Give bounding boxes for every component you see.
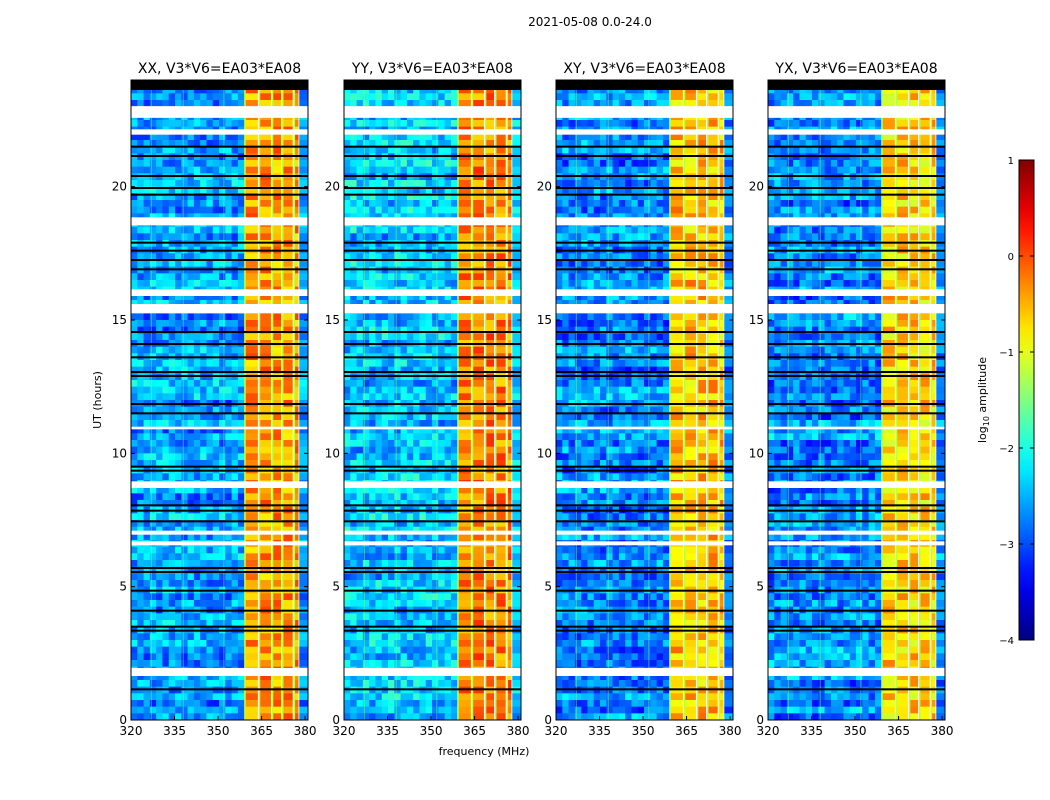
y-tick-label: 15 <box>537 313 552 327</box>
panel-frame <box>555 79 734 721</box>
colorbar-tick-label: −2 <box>999 444 1014 455</box>
y-tick-label: 15 <box>112 313 127 327</box>
y-tick-label: 20 <box>749 180 764 194</box>
x-tick-label: 320 <box>757 724 780 738</box>
y-tick-label: 0 <box>332 713 340 727</box>
x-tick-label: 350 <box>420 724 443 738</box>
x-tick-label: 335 <box>376 724 399 738</box>
y-tick-label: 5 <box>544 580 552 594</box>
colorbar-tick-label: 0 <box>1008 252 1014 263</box>
panel-frame <box>767 79 946 721</box>
panel-frame <box>130 79 309 721</box>
x-tick-label: 365 <box>463 724 486 738</box>
spectrogram-image <box>344 80 521 720</box>
panel-3: XY, V3*V6=EA03*EA08 320 335 350 365 380 0 5 10 15… <box>537 61 742 738</box>
panel-2: YY, V3*V6=EA03*EA08 320 335 350 365 380 0 5 10 15… <box>325 61 530 738</box>
x-tick-label: 335 <box>163 724 186 738</box>
x-tick-label: 320 <box>333 724 356 738</box>
y-tick-label: 5 <box>119 580 127 594</box>
panel-title: XX, V3*V6=EA03*EA08 <box>138 61 301 77</box>
panel-title: YX, V3*V6=EA03*EA08 <box>774 61 937 77</box>
x-tick-label: 350 <box>207 724 230 738</box>
x-tick-label: 380 <box>719 724 742 738</box>
y-tick-label: 10 <box>112 446 127 460</box>
spectrogram-image <box>768 80 945 720</box>
colorbar-tick-label: −4 <box>999 636 1014 647</box>
y-tick-label: 0 <box>544 713 552 727</box>
x-tick-label: 365 <box>675 724 698 738</box>
y-tick-label: 5 <box>332 580 340 594</box>
figure-suptitle: 2021-05-08 0.0-24.0 <box>528 15 652 29</box>
y-tick-label: 10 <box>749 446 764 460</box>
y-tick-label: 10 <box>537 446 552 460</box>
panel-1: XX, V3*V6=EA03*EA08 320 335 350 365 380 0 5 10 15… <box>112 61 317 738</box>
y-tick-label: 5 <box>756 580 764 594</box>
panel-title: XY, V3*V6=EA03*EA08 <box>563 61 725 77</box>
x-tick-label: 365 <box>887 724 910 738</box>
colorbar-tick-label: −1 <box>999 348 1014 359</box>
x-tick-label: 320 <box>120 724 143 738</box>
y-tick-label: 20 <box>112 180 127 194</box>
x-tick-label: 350 <box>632 724 655 738</box>
spectrogram-image <box>131 80 308 720</box>
panels: XX, V3*V6=EA03*EA08 320 335 350 365 380 0 5 10 15… <box>112 61 954 738</box>
y-tick-label: 0 <box>756 713 764 727</box>
y-tick-label: 10 <box>325 446 340 460</box>
panel-title: YY, V3*V6=EA03*EA08 <box>351 61 513 77</box>
y-tick-label: 15 <box>325 313 340 327</box>
colorbar-tick-label: −3 <box>999 540 1014 551</box>
panel-4: YX, V3*V6=EA03*EA08 320 335 350 365 380 0 5 10 15… <box>749 61 954 738</box>
spectrogram-image <box>556 80 733 720</box>
y-tick-label: 15 <box>749 313 764 327</box>
x-tick-label: 335 <box>588 724 611 738</box>
x-tick-label: 320 <box>545 724 568 738</box>
colorbar-tick-label: 1 <box>1008 156 1014 167</box>
x-tick-label: 380 <box>931 724 954 738</box>
colorbar-label: log10 amplitude <box>976 357 991 443</box>
x-tick-label: 365 <box>250 724 273 738</box>
x-tick-label: 380 <box>507 724 530 738</box>
y-axis-label: UT (hours) <box>91 371 104 429</box>
y-tick-label: 0 <box>119 713 127 727</box>
x-tick-label: 335 <box>800 724 823 738</box>
colorbar: 1 0 −1 −2 −3 −4 <box>999 156 1035 647</box>
y-tick-label: 20 <box>537 180 552 194</box>
y-tick-label: 20 <box>325 180 340 194</box>
x-axis-label: frequency (MHz) <box>439 745 530 758</box>
x-tick-label: 380 <box>294 724 317 738</box>
colorbar-gradient <box>1018 159 1035 641</box>
panel-frame <box>343 79 522 721</box>
x-tick-label: 350 <box>844 724 867 738</box>
